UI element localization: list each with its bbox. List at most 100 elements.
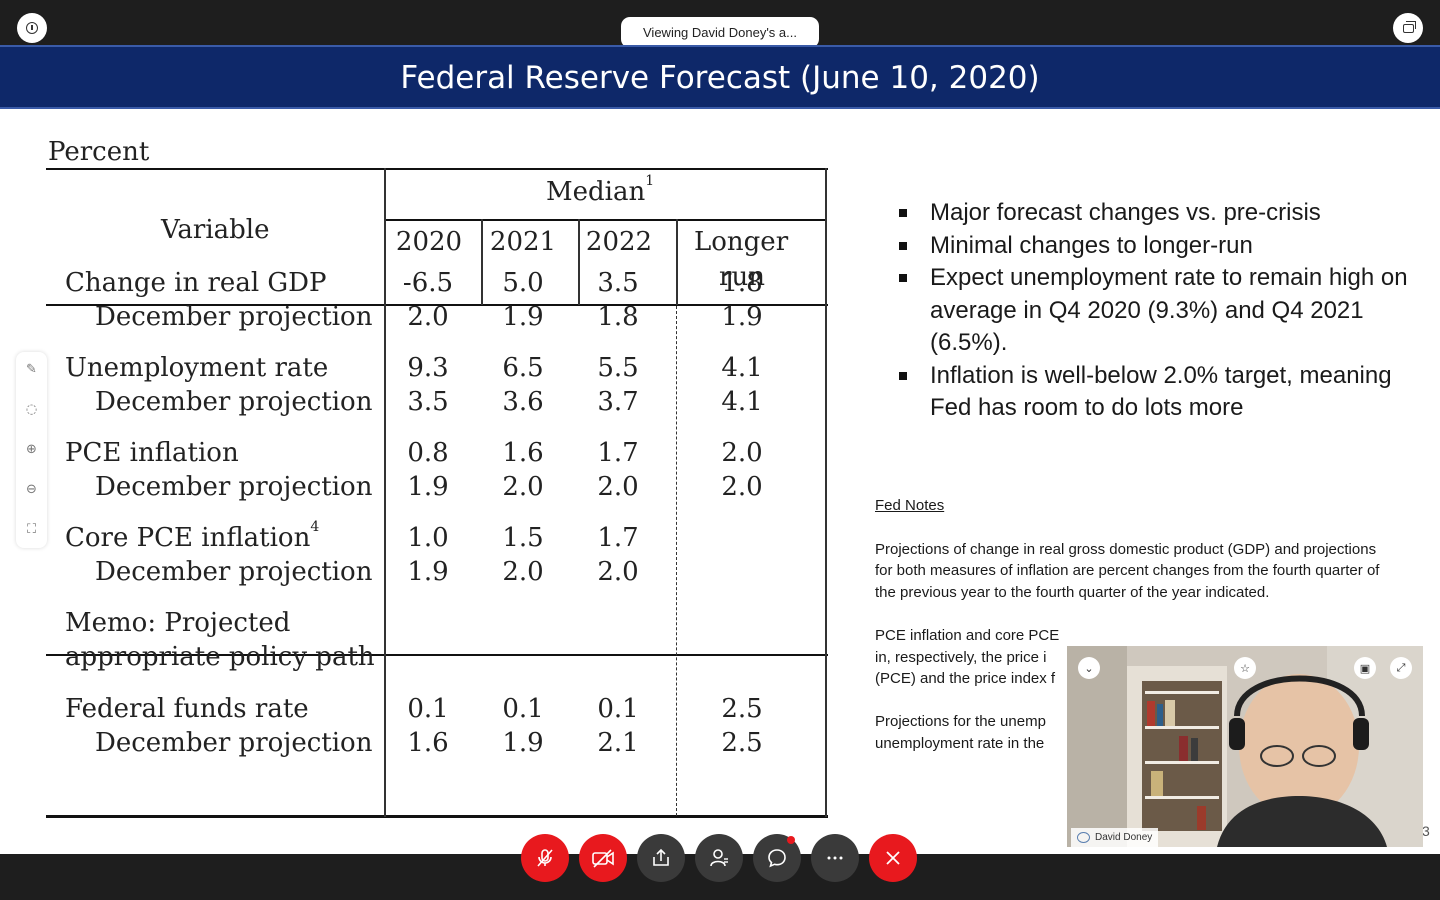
fit-screen-icon[interactable]: ⛶ bbox=[26, 521, 37, 537]
zoom-in-icon[interactable]: ⊕ bbox=[26, 441, 37, 457]
share-icon bbox=[653, 848, 669, 866]
year-header-2020: 2020 bbox=[395, 227, 463, 257]
annotation-toolbar: ✎ ◌ ⊕ ⊖ ⛶ bbox=[16, 352, 47, 548]
participants-button[interactable] bbox=[695, 834, 743, 882]
pip-icon[interactable]: ▣ bbox=[1354, 657, 1376, 679]
participant-video[interactable]: ⌄ ☆ ▣ ⤢ David Doney bbox=[1067, 646, 1423, 847]
row-value: 1.5 bbox=[502, 523, 544, 553]
forecast-table: Percent Variable Median1 2020 2021 2022 … bbox=[46, 135, 828, 825]
participant-name-tag: David Doney bbox=[1071, 828, 1159, 847]
row-value: 1.9 bbox=[502, 728, 544, 758]
chat-unread-dot bbox=[787, 836, 795, 844]
row-value: 2.0 bbox=[721, 438, 763, 468]
slide-title: Federal Reserve Forecast (June 10, 2020) bbox=[400, 60, 1040, 96]
row-value: 4.1 bbox=[721, 387, 763, 417]
bullet-item: Inflation is well-below 2.0% target, mea… bbox=[895, 360, 1415, 425]
row-value: 2.0 bbox=[407, 302, 449, 332]
year-header-longer: Longer bbox=[694, 227, 789, 257]
share-button[interactable] bbox=[637, 834, 685, 882]
slide-page-number: 3 bbox=[1422, 823, 1430, 839]
col-divider-2022 bbox=[578, 219, 580, 305]
row-value: 2.0 bbox=[502, 557, 544, 587]
stop-video-button[interactable] bbox=[579, 834, 627, 882]
row-label: Unemployment rate bbox=[65, 353, 329, 383]
spotlight-icon[interactable]: ◌ bbox=[25, 401, 38, 417]
variable-header: Variable bbox=[161, 215, 270, 245]
table-bottom-rule bbox=[46, 815, 828, 818]
audio-wave-icon bbox=[1077, 832, 1090, 843]
variable-col-divider bbox=[384, 168, 386, 817]
median-header: Median1 bbox=[546, 173, 655, 207]
row-value: 1.9 bbox=[407, 557, 449, 587]
row-value: 2.0 bbox=[502, 472, 544, 502]
col-divider-longer bbox=[676, 219, 678, 305]
row-value: 1.6 bbox=[407, 728, 449, 758]
memo-rule bbox=[46, 654, 828, 656]
row-value: 1.7 bbox=[597, 438, 639, 468]
row-value: 9.3 bbox=[407, 353, 449, 383]
viewing-share-label[interactable]: Viewing David Doney's a... bbox=[621, 17, 819, 48]
chat-icon bbox=[768, 849, 786, 868]
row-label: Federal funds rate bbox=[65, 694, 309, 724]
year-header-2022: 2022 bbox=[585, 227, 653, 257]
table-unit-label: Percent bbox=[48, 137, 150, 167]
year-header-run: run bbox=[719, 262, 765, 292]
video-frame bbox=[1067, 646, 1423, 847]
camera-off-icon bbox=[592, 849, 614, 868]
col-divider-2021 bbox=[481, 219, 483, 305]
row-value: 3.5 bbox=[597, 268, 639, 298]
row-value: 2.5 bbox=[721, 728, 763, 758]
row-label: December projection bbox=[95, 472, 373, 502]
mute-button[interactable] bbox=[521, 834, 569, 882]
row-value: 0.1 bbox=[407, 694, 449, 724]
notes-paragraph: PCE inflation and core PCE in, respectiv… bbox=[875, 626, 1060, 688]
row-value: 1.9 bbox=[502, 302, 544, 332]
end-meeting-button[interactable] bbox=[869, 834, 917, 882]
more-button[interactable] bbox=[811, 834, 859, 882]
row-value: 1.6 bbox=[502, 438, 544, 468]
zoom-out-icon[interactable]: ⊖ bbox=[26, 481, 37, 497]
ellipsis-icon bbox=[827, 856, 843, 860]
row-value: 1.9 bbox=[407, 472, 449, 502]
longer-run-dashed-divider bbox=[676, 306, 677, 816]
fed-notes: Fed Notes Projections of change in real … bbox=[875, 495, 1385, 775]
row-label: December projection bbox=[95, 728, 373, 758]
row-value: 1.9 bbox=[721, 302, 763, 332]
row-label: appropriate policy path bbox=[65, 642, 375, 672]
microphone-off-icon bbox=[537, 849, 553, 867]
layout-switch-icon[interactable] bbox=[1393, 13, 1423, 43]
row-value: 1.7 bbox=[597, 523, 639, 553]
notes-paragraph: Projections of change in real gross dome… bbox=[875, 540, 1380, 602]
row-value: 0.1 bbox=[502, 694, 544, 724]
table-top-rule bbox=[46, 168, 828, 170]
pin-icon[interactable]: ☆ bbox=[1234, 657, 1256, 679]
row-label: December projection bbox=[95, 387, 373, 417]
bullet-item: Expect unemployment rate to remain high … bbox=[895, 262, 1415, 360]
bullet-list: Major forecast changes vs. pre-crisis Mi… bbox=[895, 197, 1415, 425]
row-value: 2.0 bbox=[597, 472, 639, 502]
row-label: Core PCE inflation4 bbox=[65, 519, 320, 553]
participants-icon bbox=[710, 849, 728, 867]
row-value: 5.5 bbox=[597, 353, 639, 383]
chevron-down-icon[interactable]: ⌄ bbox=[1078, 657, 1100, 679]
row-label: PCE inflation bbox=[65, 438, 239, 468]
row-value: 2.5 bbox=[721, 694, 763, 724]
expand-icon[interactable]: ⤢ bbox=[1390, 657, 1412, 679]
meeting-top-bar: Viewing David Doney's a... bbox=[0, 0, 1440, 48]
row-value: 3.6 bbox=[502, 387, 544, 417]
shared-slide: Federal Reserve Forecast (June 10, 2020)… bbox=[0, 45, 1440, 854]
bullet-item: Minimal changes to longer-run bbox=[895, 230, 1415, 263]
pen-icon[interactable]: ✎ bbox=[26, 361, 37, 377]
median-rule bbox=[385, 219, 827, 221]
row-value: 0.1 bbox=[597, 694, 639, 724]
notes-paragraph: Projections for the unemp unemployment r… bbox=[875, 712, 1046, 752]
row-label: December projection bbox=[95, 557, 373, 587]
close-icon bbox=[886, 851, 900, 865]
row-value: 2.1 bbox=[597, 728, 639, 758]
row-value: 2.0 bbox=[721, 472, 763, 502]
row-value: 6.5 bbox=[502, 353, 544, 383]
info-icon[interactable] bbox=[17, 13, 47, 43]
row-value: 1.8 bbox=[597, 302, 639, 332]
chat-button[interactable] bbox=[753, 834, 801, 882]
row-value: 1.8 bbox=[721, 268, 763, 298]
